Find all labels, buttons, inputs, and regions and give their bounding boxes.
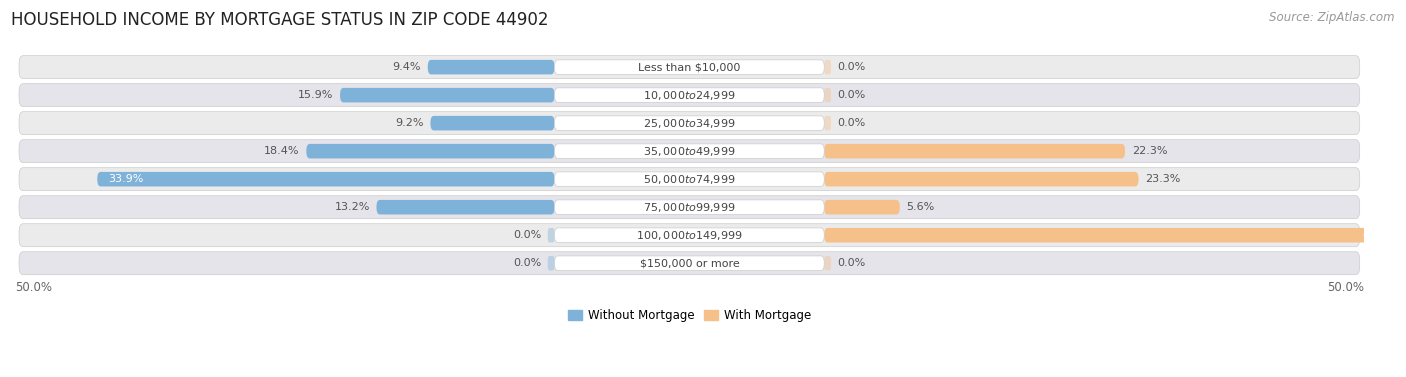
- Text: 23.3%: 23.3%: [1146, 174, 1181, 184]
- Text: $75,000 to $99,999: $75,000 to $99,999: [643, 201, 735, 214]
- Text: 15.9%: 15.9%: [298, 90, 333, 100]
- FancyBboxPatch shape: [20, 168, 1360, 191]
- FancyBboxPatch shape: [548, 228, 554, 242]
- Text: 9.2%: 9.2%: [395, 118, 423, 128]
- FancyBboxPatch shape: [20, 196, 1360, 219]
- FancyBboxPatch shape: [97, 172, 554, 187]
- FancyBboxPatch shape: [824, 116, 831, 130]
- FancyBboxPatch shape: [824, 144, 1125, 158]
- Text: 9.4%: 9.4%: [392, 62, 420, 72]
- FancyBboxPatch shape: [20, 84, 1360, 107]
- Text: $35,000 to $49,999: $35,000 to $49,999: [643, 145, 735, 158]
- Text: $150,000 or more: $150,000 or more: [640, 258, 740, 268]
- Text: 33.9%: 33.9%: [108, 174, 143, 184]
- Text: 0.0%: 0.0%: [838, 258, 866, 268]
- FancyBboxPatch shape: [340, 88, 554, 103]
- FancyBboxPatch shape: [20, 56, 1360, 79]
- FancyBboxPatch shape: [427, 60, 554, 74]
- FancyBboxPatch shape: [20, 140, 1360, 162]
- Text: HOUSEHOLD INCOME BY MORTGAGE STATUS IN ZIP CODE 44902: HOUSEHOLD INCOME BY MORTGAGE STATUS IN Z…: [11, 11, 548, 29]
- FancyBboxPatch shape: [554, 144, 824, 158]
- Text: $50,000 to $74,999: $50,000 to $74,999: [643, 173, 735, 186]
- FancyBboxPatch shape: [824, 88, 831, 103]
- Text: 18.4%: 18.4%: [264, 146, 299, 156]
- Text: 0.0%: 0.0%: [838, 118, 866, 128]
- Text: 0.0%: 0.0%: [513, 230, 541, 240]
- FancyBboxPatch shape: [554, 200, 824, 215]
- Text: 0.0%: 0.0%: [838, 62, 866, 72]
- Text: Source: ZipAtlas.com: Source: ZipAtlas.com: [1270, 11, 1395, 24]
- FancyBboxPatch shape: [430, 116, 554, 130]
- Text: $100,000 to $149,999: $100,000 to $149,999: [636, 229, 742, 242]
- FancyBboxPatch shape: [20, 112, 1360, 135]
- FancyBboxPatch shape: [20, 252, 1360, 275]
- Text: 13.2%: 13.2%: [335, 202, 370, 212]
- Text: $10,000 to $24,999: $10,000 to $24,999: [643, 89, 735, 102]
- FancyBboxPatch shape: [307, 144, 554, 158]
- Text: Less than $10,000: Less than $10,000: [638, 62, 741, 72]
- Text: 5.6%: 5.6%: [907, 202, 935, 212]
- FancyBboxPatch shape: [554, 60, 824, 74]
- Legend: Without Mortgage, With Mortgage: Without Mortgage, With Mortgage: [562, 304, 815, 326]
- FancyBboxPatch shape: [824, 228, 1406, 242]
- FancyBboxPatch shape: [554, 228, 824, 242]
- Text: 0.0%: 0.0%: [838, 90, 866, 100]
- FancyBboxPatch shape: [554, 88, 824, 103]
- Text: 0.0%: 0.0%: [513, 258, 541, 268]
- FancyBboxPatch shape: [554, 172, 824, 187]
- FancyBboxPatch shape: [554, 116, 824, 130]
- FancyBboxPatch shape: [554, 256, 824, 270]
- FancyBboxPatch shape: [824, 172, 1139, 187]
- FancyBboxPatch shape: [824, 256, 831, 270]
- Text: $25,000 to $34,999: $25,000 to $34,999: [643, 116, 735, 130]
- FancyBboxPatch shape: [377, 200, 554, 215]
- Text: 43.3%: 43.3%: [1362, 230, 1398, 240]
- FancyBboxPatch shape: [548, 256, 554, 270]
- Text: 50.0%: 50.0%: [1327, 280, 1364, 294]
- Text: 22.3%: 22.3%: [1132, 146, 1167, 156]
- FancyBboxPatch shape: [20, 224, 1360, 247]
- FancyBboxPatch shape: [824, 60, 831, 74]
- Text: 50.0%: 50.0%: [15, 280, 52, 294]
- FancyBboxPatch shape: [824, 200, 900, 215]
